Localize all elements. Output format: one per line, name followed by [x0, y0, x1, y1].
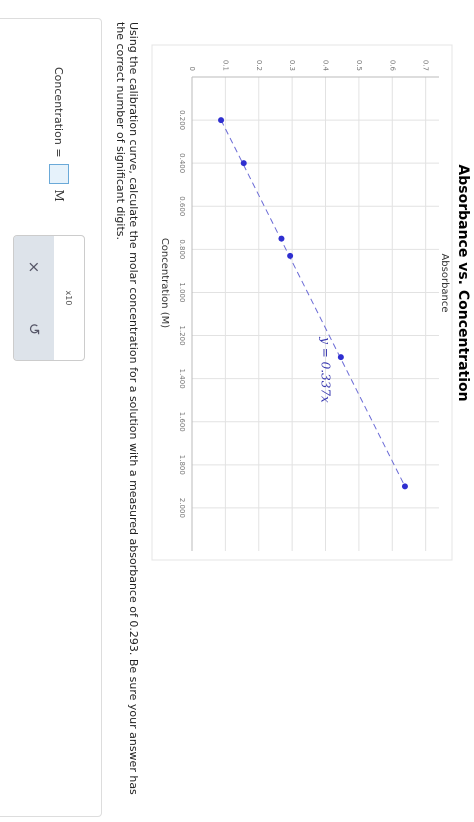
answer-input[interactable]: [49, 163, 69, 184]
data-point: [401, 483, 408, 490]
y-tick-label: 0.6: [388, 60, 396, 72]
x-tick-label: 1.000: [178, 282, 186, 302]
data-point: [287, 252, 294, 259]
y-tick-label: 0.1: [221, 60, 229, 71]
exponent-button[interactable]: x10: [54, 236, 84, 360]
x-axis-label: Concentration (M): [159, 238, 170, 328]
chart: Absorbance vs. Concentration Absorbance …: [151, 44, 471, 561]
chart-frame: [151, 44, 453, 561]
exponent-label: x10: [64, 290, 74, 306]
y-tick-label: 0.4: [322, 60, 330, 72]
y-tick-label: 0.3: [288, 60, 296, 71]
x-tick-label: 1.600: [178, 412, 186, 432]
answer-unit: M: [52, 189, 66, 202]
y-tick-label: 0.5: [355, 60, 363, 71]
chart-title: Absorbance vs. Concentration: [455, 164, 471, 401]
data-point: [278, 235, 285, 242]
x-tick-label: 1.400: [178, 369, 186, 389]
answer-label: Concentration =: [52, 67, 66, 158]
x-tick-label: 0.200: [178, 110, 186, 130]
undo-button[interactable]: ↺: [25, 322, 43, 336]
x-tick-label: 1.200: [178, 326, 186, 346]
y-tick-label: 0: [188, 67, 196, 71]
x-tick-label: 1.800: [178, 455, 186, 475]
data-point: [218, 117, 225, 124]
fit-equation: y = 0.337x: [319, 336, 333, 403]
x-tick-label: 2.000: [178, 498, 186, 518]
answer-row: Concentration = M: [49, 67, 69, 202]
tool-panel: x10 × ↺: [13, 235, 85, 361]
y-tick-label: 0.7: [422, 60, 430, 71]
y-tick-label: 0.2: [255, 60, 263, 71]
trend-line: [220, 119, 406, 487]
x-tick-label: 0.800: [178, 239, 186, 259]
y-axis-label: Absorbance: [439, 253, 450, 312]
tool-row: × ↺: [14, 236, 54, 360]
x-tick-label: 0.600: [178, 196, 186, 216]
data-point: [337, 354, 344, 361]
answer-card: Concentration = M x10 × ↺: [0, 18, 102, 817]
clear-button[interactable]: ×: [25, 260, 43, 274]
question-text: Using the calibration curve, calculate t…: [114, 22, 140, 795]
data-point: [240, 160, 247, 167]
x-tick-label: 0.400: [178, 153, 186, 173]
